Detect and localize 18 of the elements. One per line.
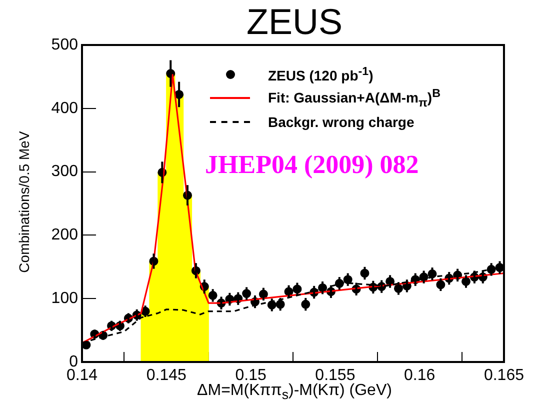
y-tick-label: 100 xyxy=(51,290,78,308)
y-tick-label: 300 xyxy=(51,163,78,180)
y-tick-label: 500 xyxy=(51,36,78,54)
legend-label: ZEUS (120 pb$^{-1}$) xyxy=(268,64,374,84)
x-tick-label: 0.145 xyxy=(146,367,187,384)
x-tick-label: 0.165 xyxy=(484,367,524,384)
x-tick-label: 0.155 xyxy=(315,367,356,384)
y-tick-label: 400 xyxy=(51,100,78,117)
y-axis-title: Combinations/0.5 MeV xyxy=(16,130,32,274)
chart-title: ZEUS xyxy=(245,0,344,44)
x-tick-label: 0.14 xyxy=(66,367,98,384)
annotation: JHEP04 (2009) 082 xyxy=(205,150,419,180)
legend-label: Fit: Gaussian+A(ΔM-m$_{π}$)$^{B}$ xyxy=(268,86,440,110)
x-axis-title: ΔM=M(Kππ$_{s}$)-M(Kπ) (GeV) xyxy=(197,382,392,402)
x-tick-label: 0.16 xyxy=(404,367,436,384)
legend-label: Backgr. wrong charge xyxy=(268,114,414,130)
x-tick-label: 0.15 xyxy=(235,367,266,384)
y-tick-label: 200 xyxy=(51,226,78,244)
